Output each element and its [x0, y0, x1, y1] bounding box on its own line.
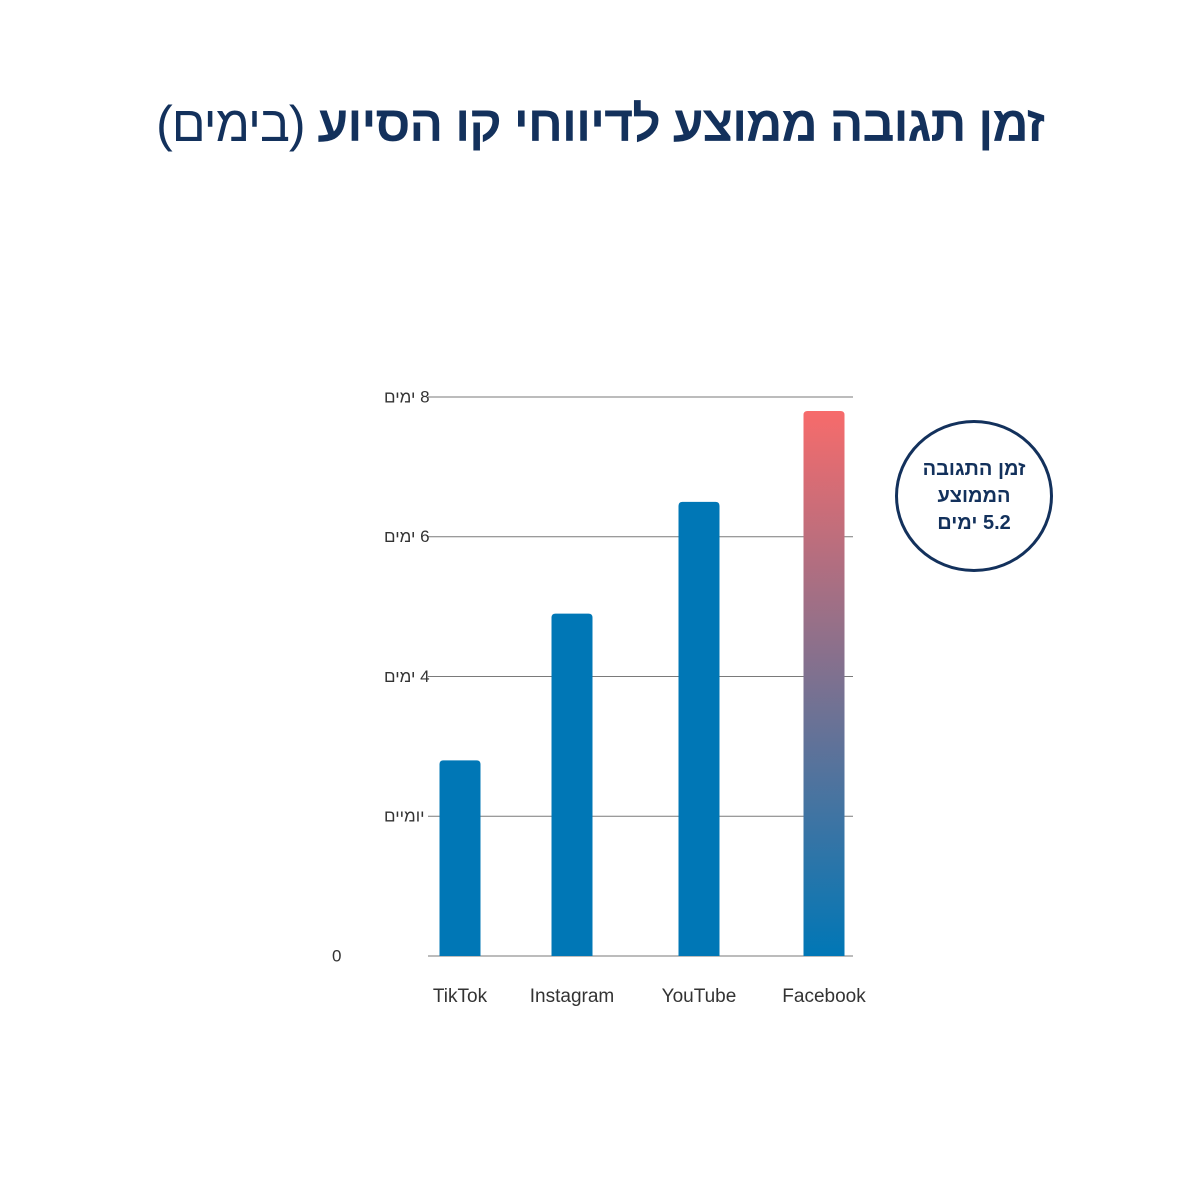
- chart-title-unit: (בימים): [156, 96, 305, 152]
- x-tick-label: Facebook: [782, 986, 866, 1007]
- gridlines: [428, 396, 853, 957]
- chart-title: זמן תגובה ממוצע לדיווחי קו הסיוע (בימים): [0, 95, 1200, 153]
- average-badge-value: 5.2 ימים: [937, 511, 1011, 534]
- y-tick-label: 6 ימים: [384, 527, 430, 546]
- bars: [439, 410, 845, 957]
- average-badge: זמן התגובה הממוצע 5.2 ימים: [895, 420, 1053, 572]
- average-badge-line2: הממוצע: [937, 484, 1011, 507]
- x-tick-label: Instagram: [530, 986, 614, 1007]
- x-tick-label: TikTok: [433, 986, 488, 1007]
- y-tick-label: 4 ימים: [384, 667, 430, 686]
- bar-instagram: [551, 613, 593, 956]
- x-axis-labels: TikTok Instagram YouTube Facebook: [433, 986, 866, 1007]
- y-tick-label: 0: [332, 946, 341, 965]
- average-badge-line1: זמן התגובה: [922, 457, 1026, 480]
- y-tick-label: 8 ימים: [384, 387, 430, 406]
- chart-title-main: זמן תגובה ממוצע לדיווחי קו הסיוע: [317, 96, 1044, 152]
- bar-tiktok: [439, 760, 481, 956]
- y-axis-labels: 0 יומיים 4 ימים 6 ימים 8 ימים: [332, 387, 430, 965]
- bar-youtube: [678, 501, 720, 956]
- y-tick-label: יומיים: [384, 807, 425, 826]
- x-tick-label: YouTube: [662, 986, 737, 1007]
- bar-facebook: [803, 410, 845, 957]
